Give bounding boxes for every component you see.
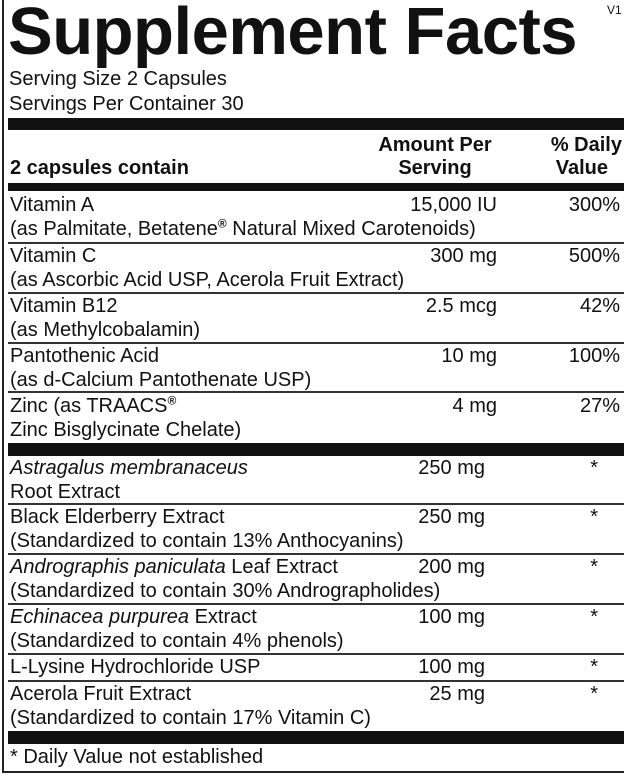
ingredient-name: L-Lysine Hydrochloride USP bbox=[10, 656, 261, 678]
nutrient-name: Vitamin B12 bbox=[10, 295, 118, 317]
nutrient-name: Zinc (as TRAACS® bbox=[10, 393, 177, 417]
ingredient-dv: * bbox=[590, 606, 598, 628]
ingredient-detail: (Standardized to contain 30% Andrographo… bbox=[10, 580, 441, 602]
ingredient-amount: 100 mg bbox=[418, 606, 485, 628]
ingredient-dv: * bbox=[590, 506, 598, 528]
ingredient-row: Black Elderberry Extract (Standardized t… bbox=[10, 505, 622, 553]
nutrient-amount: 10 mg bbox=[441, 345, 497, 367]
header-contain: 2 capsules contain bbox=[10, 157, 189, 179]
ingredient-row: Andrographis paniculata Leaf Extract (St… bbox=[10, 555, 622, 603]
ingredient-name: Astragalus membranaceus bbox=[10, 457, 248, 479]
nutrient-dv: 300% bbox=[568, 194, 620, 216]
nutrient-dv: 27% bbox=[579, 395, 620, 417]
nutrient-amount: 15,000 IU bbox=[410, 194, 497, 216]
footnote: * Daily Value not established bbox=[10, 746, 264, 768]
ingredient-amount: 25 mg bbox=[429, 683, 485, 705]
ingredient-row: Acerola Fruit Extract (Standardized to c… bbox=[10, 682, 622, 730]
nutrient-amount: 2.5 mcg bbox=[425, 295, 497, 317]
row-divider bbox=[8, 653, 624, 655]
ingredient-dv: * bbox=[590, 457, 598, 479]
nutrient-dv: 42% bbox=[579, 295, 620, 317]
nutrient-source: Zinc Bisglycinate Chelate) bbox=[10, 419, 242, 441]
nutrient-dv: 500% bbox=[568, 245, 620, 267]
ingredient-dv: * bbox=[590, 656, 598, 678]
nutrient-dv: 100% bbox=[568, 345, 620, 367]
nutrient-row: Pantothenic Acid (as d-Calcium Pantothen… bbox=[10, 344, 622, 392]
nutrient-name: Pantothenic Acid bbox=[10, 345, 159, 367]
row-divider bbox=[8, 391, 624, 393]
serving-size: Serving Size 2 Capsules bbox=[9, 68, 227, 90]
panel-title: Supplement Facts bbox=[8, 0, 578, 69]
ingredient-row: Echinacea purpurea Extract (Standardized… bbox=[10, 605, 622, 653]
divider-thick bbox=[8, 731, 624, 744]
version-label: V1 bbox=[607, 3, 622, 17]
ingredient-amount: 100 mg bbox=[418, 656, 485, 678]
nutrient-source: (as Methylcobalamin) bbox=[10, 319, 201, 341]
ingredient-dv: * bbox=[590, 683, 598, 705]
ingredient-row: Astragalus membranaceus Root Extract 250… bbox=[10, 456, 622, 504]
row-divider bbox=[8, 292, 624, 294]
nutrient-source: (as Palmitate, Betatene® Natural Mixed C… bbox=[10, 216, 476, 240]
ingredient-amount: 250 mg bbox=[418, 506, 485, 528]
header-amount-line2: Serving bbox=[398, 157, 472, 179]
nutrient-row: Vitamin C (as Ascorbic Acid USP, Acerola… bbox=[10, 244, 622, 292]
ingredient-amount: 200 mg bbox=[418, 556, 485, 578]
header-dv-line2: Value bbox=[555, 157, 608, 179]
servings-per-container: Servings Per Container 30 bbox=[9, 93, 244, 115]
row-divider bbox=[8, 680, 624, 682]
ingredient-detail: Root Extract bbox=[10, 481, 121, 503]
ingredient-detail: (Standardized to contain 17% Vitamin C) bbox=[10, 707, 371, 729]
ingredient-name: Andrographis paniculata Leaf Extract bbox=[10, 556, 338, 578]
row-divider bbox=[8, 553, 624, 555]
row-divider bbox=[8, 342, 624, 344]
divider-thick bbox=[8, 118, 624, 130]
header-dv-line1: % Daily bbox=[550, 134, 622, 156]
nutrient-row: Vitamin B12 (as Methylcobalamin) 2.5 mcg… bbox=[10, 294, 622, 342]
header-amount-line1: Amount Per bbox=[378, 134, 492, 156]
ingredient-amount: 250 mg bbox=[418, 457, 485, 479]
row-divider bbox=[8, 503, 624, 505]
nutrient-source: (as d-Calcium Pantothenate USP) bbox=[10, 369, 312, 391]
ingredient-row: L-Lysine Hydrochloride USP 100 mg * bbox=[10, 655, 622, 679]
ingredient-name: Echinacea purpurea Extract bbox=[10, 606, 257, 628]
header-amount: Amount Per Serving bbox=[360, 134, 510, 180]
nutrient-source: (as Ascorbic Acid USP, Acerola Fruit Ext… bbox=[10, 269, 405, 291]
nutrient-amount: 4 mg bbox=[452, 395, 497, 417]
ingredient-name: Black Elderberry Extract bbox=[10, 506, 225, 528]
nutrient-amount: 300 mg bbox=[430, 245, 497, 267]
divider-thick bbox=[8, 183, 624, 191]
nutrient-row: Vitamin A (as Palmitate, Betatene® Natur… bbox=[10, 193, 622, 241]
nutrient-name: Vitamin A bbox=[10, 194, 95, 216]
divider-thick bbox=[8, 443, 624, 456]
ingredient-detail: (Standardized to contain 4% phenols) bbox=[10, 630, 344, 652]
ingredient-dv: * bbox=[590, 556, 598, 578]
header-dv: % Daily Value bbox=[520, 134, 622, 180]
row-divider bbox=[8, 603, 624, 605]
ingredient-detail: (Standardized to contain 13% Anthocyanin… bbox=[10, 530, 404, 552]
nutrient-name: Vitamin C bbox=[10, 245, 97, 267]
ingredient-name: Acerola Fruit Extract bbox=[10, 683, 192, 705]
row-divider bbox=[8, 242, 624, 244]
nutrient-row: Zinc (as TRAACS® Zinc Bisglycinate Chela… bbox=[10, 394, 622, 442]
